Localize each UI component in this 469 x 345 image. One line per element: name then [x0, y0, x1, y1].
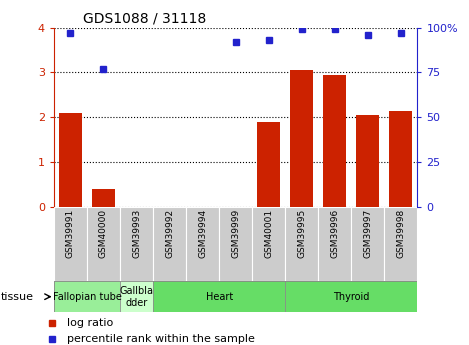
- Bar: [257, 122, 280, 207]
- Text: GSM39996: GSM39996: [330, 209, 339, 258]
- Text: Thyroid: Thyroid: [333, 292, 370, 302]
- Text: GSM39998: GSM39998: [396, 209, 405, 258]
- Text: tissue: tissue: [1, 292, 34, 302]
- Text: GSM40000: GSM40000: [99, 209, 108, 258]
- Bar: [385, 207, 417, 281]
- Text: GSM39997: GSM39997: [363, 209, 372, 258]
- Text: Gallbla
dder: Gallbla dder: [120, 286, 153, 307]
- Text: GSM39991: GSM39991: [66, 209, 75, 258]
- Bar: [285, 207, 318, 281]
- Text: Heart: Heart: [205, 292, 233, 302]
- Text: Fallopian tube: Fallopian tube: [53, 292, 121, 302]
- Bar: [87, 207, 120, 281]
- Text: GSM40001: GSM40001: [264, 209, 273, 258]
- Text: GSM39995: GSM39995: [297, 209, 306, 258]
- Text: log ratio: log ratio: [67, 318, 113, 328]
- Bar: [356, 115, 379, 207]
- Bar: [92, 189, 115, 207]
- Bar: [318, 207, 351, 281]
- Bar: [290, 70, 313, 207]
- Bar: [389, 110, 412, 207]
- Text: GSM39993: GSM39993: [132, 209, 141, 258]
- Bar: [252, 207, 285, 281]
- Bar: [120, 207, 153, 281]
- Bar: [54, 207, 87, 281]
- Bar: [219, 207, 252, 281]
- Bar: [153, 281, 285, 312]
- Bar: [120, 281, 153, 312]
- Bar: [54, 281, 120, 312]
- Text: GSM39992: GSM39992: [165, 209, 174, 258]
- Bar: [153, 207, 186, 281]
- Bar: [351, 207, 385, 281]
- Text: GSM39999: GSM39999: [231, 209, 240, 258]
- Bar: [186, 207, 219, 281]
- Text: percentile rank within the sample: percentile rank within the sample: [67, 334, 255, 344]
- Bar: [285, 281, 417, 312]
- Bar: [323, 75, 347, 207]
- Text: GDS1088 / 31118: GDS1088 / 31118: [83, 11, 206, 25]
- Bar: [59, 113, 82, 207]
- Text: GSM39994: GSM39994: [198, 209, 207, 258]
